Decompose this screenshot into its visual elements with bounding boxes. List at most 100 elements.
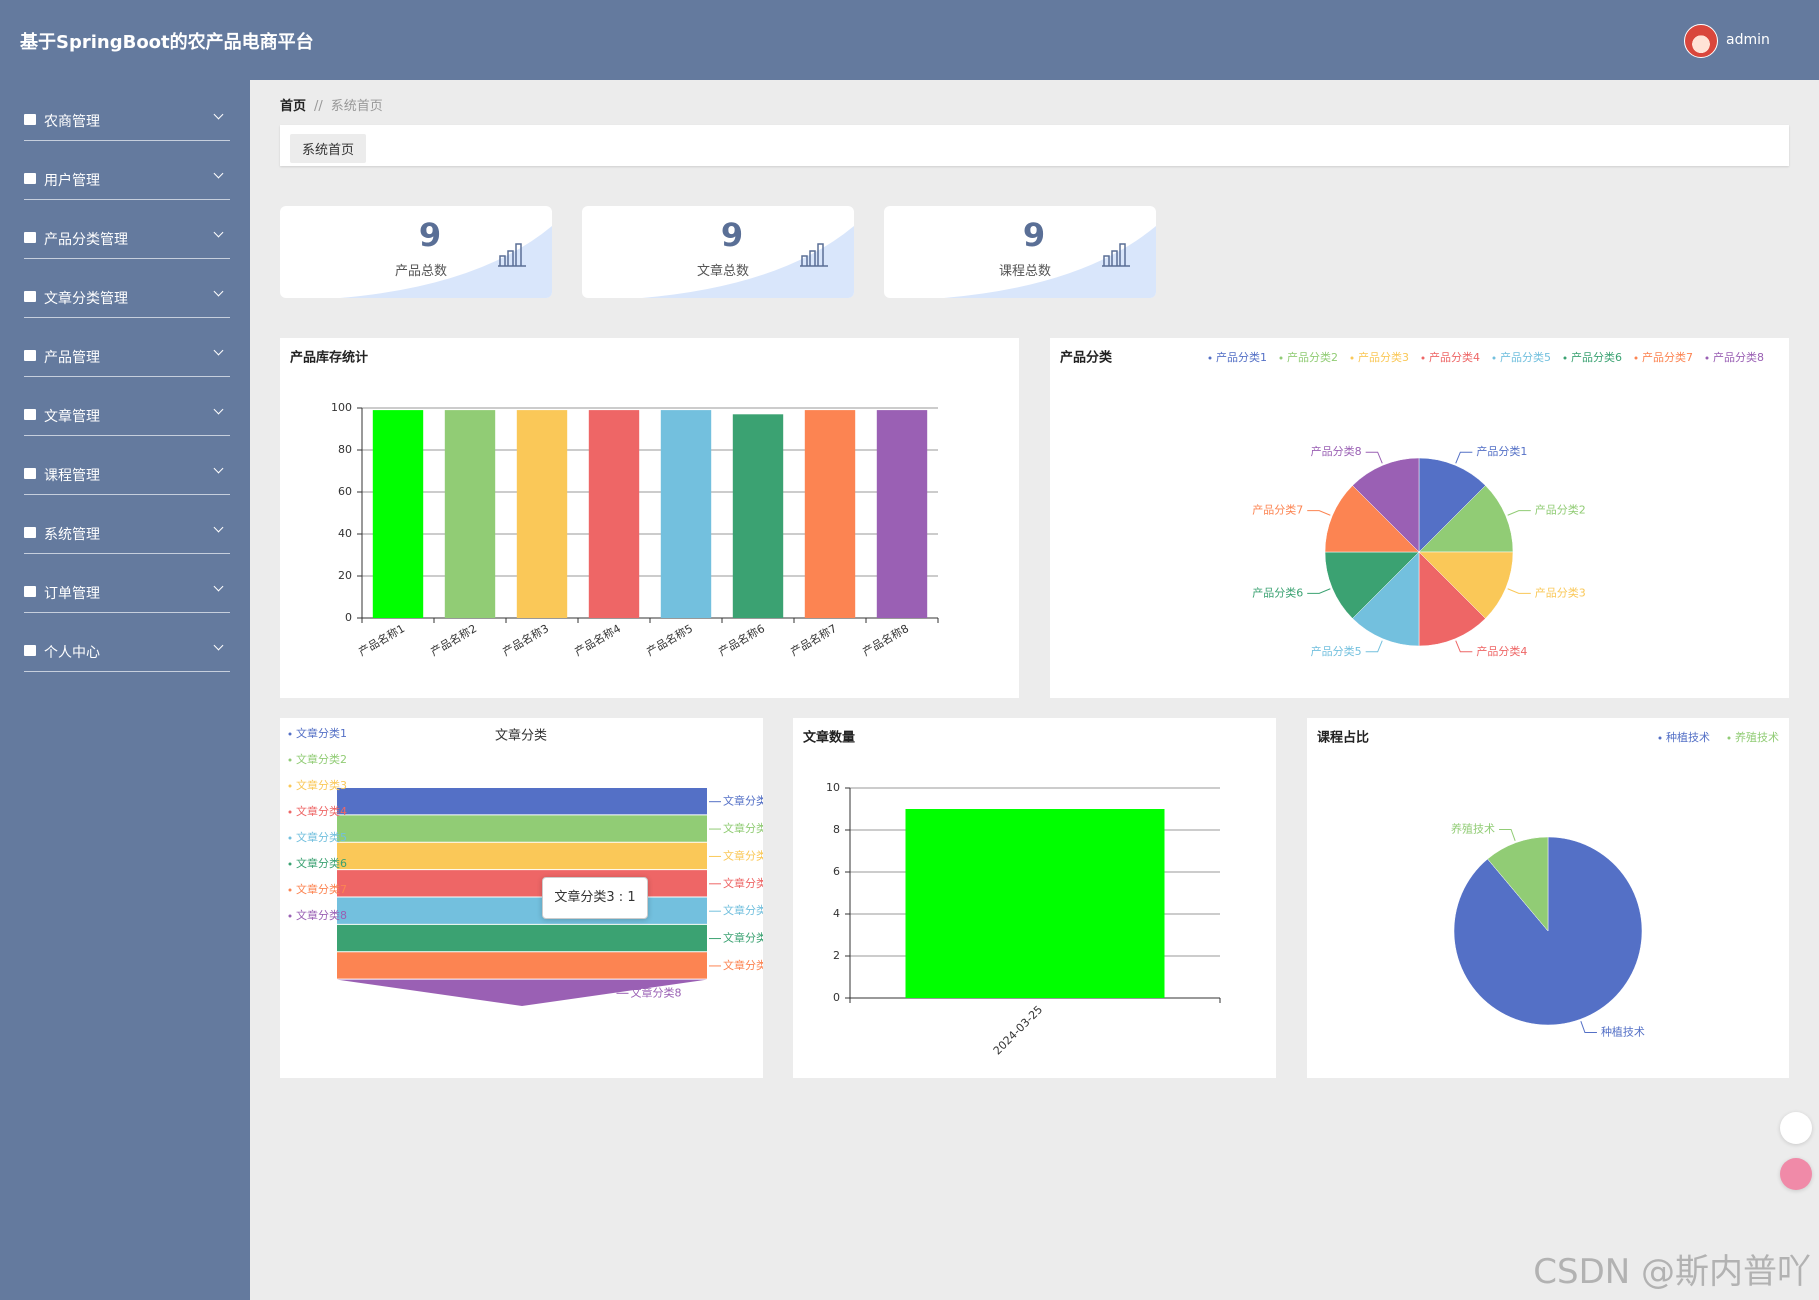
chevron	[213, 345, 224, 356]
bar	[804, 410, 856, 618]
bar	[660, 410, 712, 618]
y-tick-label: 20	[338, 569, 352, 582]
menu-icon	[24, 232, 36, 243]
x-tick-label: 产品名称5	[644, 621, 695, 659]
label-line	[1307, 588, 1331, 594]
chart-title: 课程占比	[1317, 730, 1369, 746]
menu-item[interactable]: 课程管理	[24, 454, 230, 495]
chevron	[213, 286, 224, 297]
chart-title: 文章分类	[495, 728, 547, 744]
breadcrumb-home[interactable]: 首页	[280, 99, 307, 114]
menu-icon	[24, 645, 36, 656]
slice-label: 养殖技术	[1451, 822, 1495, 836]
menu-icon	[24, 527, 36, 538]
segment-label: 文章分类1	[723, 794, 763, 808]
breadcrumb-separator: //	[314, 99, 323, 114]
bar	[732, 414, 784, 618]
menu-item[interactable]: 订单管理	[24, 572, 230, 613]
segment-label: 文章分类8	[631, 985, 682, 999]
breadcrumb: 首页 // 系统首页	[280, 95, 383, 114]
pie-slice	[1418, 457, 1486, 553]
avatar[interactable]	[1684, 24, 1718, 58]
slice-label: 产品分类3	[1535, 585, 1586, 599]
chart: 文章数量 0 2 4 6 8 10 2024-03-25	[803, 730, 1221, 1057]
label-line	[1307, 510, 1331, 516]
pie-slice	[1418, 551, 1486, 647]
menu-item[interactable]: 文章管理	[24, 395, 230, 436]
y-tick-label: 0	[833, 991, 840, 1004]
tooltip: 文章分类3 : 1	[542, 877, 648, 919]
funnel-segment	[337, 924, 707, 952]
chevron	[213, 168, 224, 179]
funnel-segment	[337, 870, 707, 897]
user-name[interactable]: admin	[1726, 32, 1770, 48]
x-tick-label: 产品名称3	[500, 621, 551, 659]
menu-item[interactable]: 产品管理	[24, 336, 230, 377]
chevron	[213, 581, 224, 592]
chart-title: 产品库存统计	[290, 350, 368, 366]
float-button[interactable]	[1780, 1158, 1812, 1190]
legend-label: 文章分类2	[296, 752, 347, 766]
slice-label: 产品分类2	[1535, 503, 1586, 517]
menu-label: 系统管理	[44, 527, 100, 543]
legend-marker	[1492, 356, 1496, 360]
label-line	[1365, 451, 1383, 464]
chart-title: 文章数量	[803, 730, 855, 746]
legend-marker	[288, 758, 292, 762]
funnel-segment	[337, 979, 707, 1006]
stat-card: 9 课程总数	[884, 206, 1156, 298]
slice-label: 产品分类8	[1311, 444, 1362, 458]
legend-label: 产品分类1	[1216, 350, 1267, 364]
bar	[588, 410, 640, 618]
segment-label: 文章分类5	[723, 903, 763, 917]
legend-marker	[288, 888, 292, 892]
segment-label: 文章分类3	[723, 848, 763, 862]
legend-label: 产品分类4	[1429, 350, 1480, 364]
funnel-segment	[337, 842, 707, 870]
menu-item[interactable]: 系统管理	[24, 513, 230, 554]
y-tick-label: 4	[833, 907, 840, 920]
menu-item[interactable]: 产品分类管理	[24, 218, 230, 259]
legend-marker	[288, 732, 292, 736]
legend-marker	[1563, 356, 1567, 360]
label-line	[1365, 640, 1383, 653]
legend-marker	[1208, 356, 1212, 360]
tab[interactable]: 系统首页	[290, 134, 367, 163]
float-button[interactable]	[1780, 1112, 1812, 1144]
card-decoration	[340, 226, 552, 298]
menu-item[interactable]: 农商管理	[24, 100, 230, 141]
x-tick-label: 产品名称1	[356, 621, 407, 659]
card-icon	[1102, 243, 1130, 267]
stat-label: 课程总数	[999, 264, 1052, 279]
legend-marker	[1279, 356, 1283, 360]
legend-label: 产品分类6	[1571, 350, 1622, 364]
chevron	[213, 463, 224, 474]
pie-slice	[1352, 551, 1420, 647]
pie-slice	[1324, 551, 1420, 619]
menu-icon	[24, 173, 36, 184]
slice-label: 产品分类5	[1311, 644, 1362, 658]
stat-label: 文章总数	[697, 264, 750, 279]
card-wave	[642, 226, 854, 298]
legend-label: 文章分类3	[296, 778, 347, 792]
breadcrumb-current: 系统首页	[330, 99, 383, 114]
legend-label: 产品分类7	[1642, 350, 1693, 364]
menu-item[interactable]: 用户管理	[24, 159, 230, 200]
pie-slice	[1418, 551, 1514, 619]
pie-slice	[1352, 457, 1420, 553]
legend-label: 文章分类1	[296, 726, 347, 740]
legend-marker	[1421, 356, 1425, 360]
menu-item[interactable]: 文章分类管理	[24, 277, 230, 318]
y-tick-label: 60	[338, 485, 352, 498]
stat-value: 9	[418, 216, 442, 254]
y-tick-label: 6	[833, 865, 840, 878]
y-tick-label: 0	[345, 611, 352, 624]
card-icon	[800, 243, 828, 267]
label-line	[1455, 451, 1473, 464]
menu-item[interactable]: 个人中心	[24, 631, 230, 672]
y-tick-label: 100	[331, 401, 352, 414]
chart-panel: 产品库存统计 0 20 40 60 80 100 产品名称1 产品名称2 产品名称3 产品名称4 产品…	[280, 338, 1019, 698]
legend-label: 种植技术	[1666, 730, 1710, 744]
x-tick-label: 2024-03-25	[991, 1003, 1045, 1057]
